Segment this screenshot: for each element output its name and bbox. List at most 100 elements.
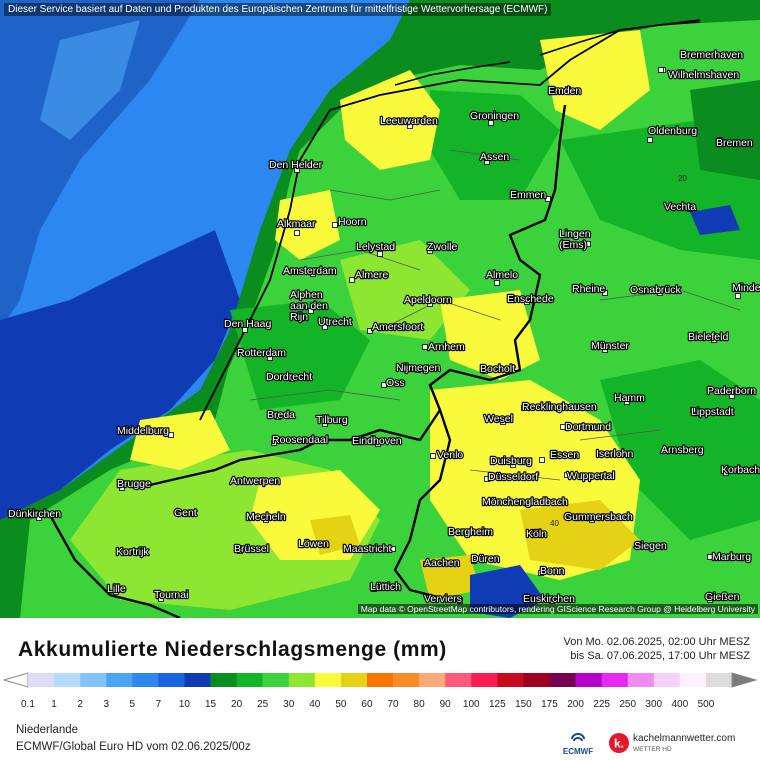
city-wuppertal: Wuppertal [564,469,616,483]
legend-label: 70 [387,699,399,710]
city-antwerpen: Antwerpen [229,474,282,488]
city-marker [521,405,527,411]
city-label: Alphen [290,289,323,301]
city-verviers: Verviers [423,592,463,606]
legend-swatch [80,673,107,687]
city-marker [602,290,608,296]
city-löwen: Löwen [297,537,331,551]
land-dark-east [600,360,760,540]
map-attribution[interactable]: Map data © OpenStreetMap contributors, r… [357,604,758,614]
city-label: Nijmegen [396,362,441,374]
city-marker [482,368,488,374]
country-border-be-fr [48,514,181,618]
legend-swatch [419,673,446,687]
city-label: Assen [480,151,509,163]
city-düren: Düren [470,552,501,566]
city-label: Bremerhaven [680,49,743,61]
city-marker [510,462,516,468]
city-marker [500,419,506,425]
city-label: Münster [591,340,629,352]
land-yellow-gelderland [440,290,540,380]
legend-label: 20 [231,699,243,710]
city-marker [624,399,630,405]
city-lingen-ems: Lingen(Ems) [558,227,592,252]
svg-text:k.: k. [614,737,624,751]
city-marker [457,598,463,604]
city-label: Essen [550,449,579,461]
island-chain [394,21,701,86]
city-marker [36,515,42,521]
city-marker [126,550,132,556]
city-marker [524,299,530,305]
city-label: Bonn [540,565,565,577]
ecmwf-logo[interactable]: ECMWF [560,730,596,756]
legend-swatch [653,673,681,687]
city-marker [488,120,494,126]
city-marker [237,548,243,554]
city-marker [422,344,428,350]
legend-label: 200 [567,699,584,710]
city-label: Kortrijk [116,546,149,558]
city-almelo: Almelo [485,268,519,286]
city-marker [494,280,500,286]
city-label: Korbach [721,464,760,476]
coastline [199,19,701,421]
city-marker [471,558,477,564]
city-marker [430,453,436,459]
city-hamm: Hamm [613,391,647,405]
city-korbach: Korbach [720,463,760,477]
city-marker [308,308,314,314]
city-lelystad: Lelystad [355,240,396,257]
city-marker [367,328,373,334]
legend-swatch [601,673,629,687]
city-label: Almere [355,269,388,281]
legend-swatch [705,673,733,687]
region-name: Niederlande [16,724,79,736]
city-marker [658,67,664,73]
city-vechta: Vechta [663,200,698,214]
city-label: Maastricht [343,543,392,555]
city-label: Groningen [470,110,519,122]
city-label: Rijn [290,311,308,323]
isoline-label-40: 40 [550,519,559,528]
city-label: Minden [732,282,760,294]
city-label: Bergheim [448,526,493,538]
city-tilburg: Tilburg [315,413,349,427]
city-label: Den Helder [269,159,323,171]
city-label: Almelo [486,269,518,281]
city-marker [289,376,295,382]
city-lille: Lille [106,582,127,596]
city-marker [690,407,696,413]
city-marker [602,347,608,353]
city-marker [484,476,490,482]
land-light-center [340,240,470,340]
city-label: Mönchengladbach [482,496,568,508]
kachelmann-site-text: kachelmannwetter.com [633,733,735,744]
city-marker [729,393,735,399]
legend-swatch [236,673,263,687]
city-marker [381,382,387,388]
city-label: Gent [174,507,197,519]
city-leeuwarden: Leeuwarden [379,114,439,129]
city-label: Dortmund [565,421,611,433]
city-recklinghausen: Recklinghausen [521,400,598,414]
legend-swatch [262,673,290,687]
city-emden: Emden [547,84,583,98]
legend-label: 5 [130,699,136,710]
kachelmann-logo[interactable]: k. kachelmannwetter.com WETTER HD [608,730,758,756]
country-border-nl-de [393,104,567,602]
city-bremen: Bremen [715,136,754,150]
city-gießen: Gießen [704,590,741,604]
precipitation-map[interactable]: 20 40 Bremerhaven Wilhelmshaven Emden Olden… [0,0,760,618]
city-label: Euskirchen [523,593,575,605]
city-label: Bocholt [480,363,515,375]
city-rheine: Rheine [571,282,608,296]
city-marker [707,597,713,603]
city-tournai: Tournai [153,588,190,602]
land-olive-loewen [310,515,360,555]
city-label: Dordrecht [266,371,312,383]
isoline-label-20: 20 [678,174,687,183]
land-yellow-friesland [340,70,440,170]
city-paderborn: Paderborn [706,384,757,399]
kachelmann-sub-text: WETTER HD [633,746,672,753]
